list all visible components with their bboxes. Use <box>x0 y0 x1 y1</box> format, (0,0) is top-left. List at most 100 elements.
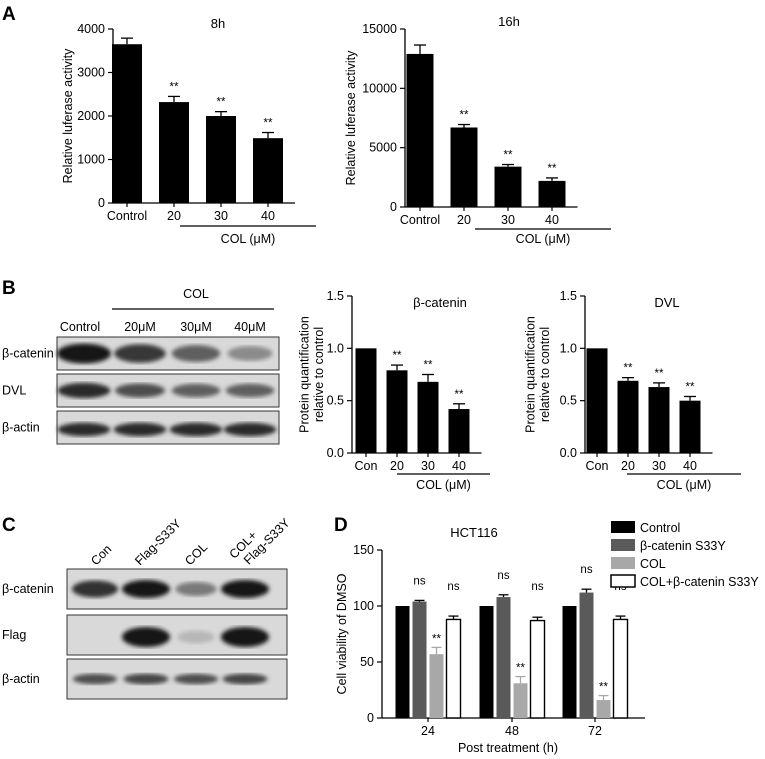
blot-band <box>57 422 111 437</box>
y-tick-label: 0.0 <box>560 446 577 460</box>
blot-band <box>71 580 119 598</box>
chart-b-dvl: 0.0 0.5 1.0 1.5 DVL Protein quantificationrel… <box>524 289 741 492</box>
y-tick-label: 3000 <box>77 66 105 80</box>
blot-row-label: β-actin <box>2 672 40 686</box>
y-tick-label: 1000 <box>77 153 105 167</box>
x-tick-label: 30 <box>421 459 435 473</box>
bar <box>429 654 444 718</box>
chart-title: 16h <box>498 14 520 29</box>
bar <box>617 380 639 453</box>
blot-band <box>225 383 275 398</box>
blot-band <box>122 580 170 598</box>
x-axis-label: COL (μM) <box>416 478 471 492</box>
bar <box>112 44 142 203</box>
bar <box>206 116 236 203</box>
significance-label: ns <box>497 570 509 582</box>
bar <box>386 370 408 453</box>
significance-label: ** <box>460 110 469 122</box>
lane-label: 30μM <box>180 320 212 334</box>
x-tick-label: 40 <box>261 209 275 223</box>
y-tick-label: 15000 <box>362 22 397 36</box>
blot-row-label: β-actin <box>2 421 40 435</box>
y-tick-label: 1.0 <box>327 341 344 355</box>
bar <box>412 601 427 718</box>
blot-band <box>223 422 277 437</box>
y-tick-label: 100 <box>353 599 374 613</box>
blot-band <box>171 345 221 362</box>
y-axis-label: Relative luferase activity <box>344 50 358 186</box>
y-tick-label: 5000 <box>369 141 397 155</box>
x-tick-label: 30 <box>652 459 666 473</box>
y-tick-label: 1.0 <box>560 341 577 355</box>
chart-b-beta-catenin: 0.0 0.5 1.0 1.5 β-catenin Protein quantificat… <box>298 289 490 492</box>
bar <box>395 606 410 718</box>
y-tick-label: 10000 <box>362 81 397 95</box>
y-tick-label: 50 <box>360 655 374 669</box>
significance-label: ** <box>393 350 402 362</box>
bar <box>648 387 670 453</box>
y-axis-label: Relative luferase activity <box>61 48 75 184</box>
legend-swatch <box>611 557 635 569</box>
y-tick-label: 0 <box>367 711 374 725</box>
blot-band <box>171 383 221 398</box>
significance-label: ns <box>447 581 459 593</box>
x-tick-label: 48 <box>505 724 519 738</box>
chart-title: DVL <box>654 295 679 310</box>
panel-label-d: D <box>334 515 348 536</box>
x-tick-label: 24 <box>421 724 435 738</box>
x-tick-label: Con <box>355 459 378 473</box>
blot-band <box>57 343 111 364</box>
col-header: COL <box>183 287 209 301</box>
bar <box>159 102 189 203</box>
lane-label: Con <box>88 542 114 568</box>
bar <box>448 409 470 453</box>
lane-label: COL <box>182 540 210 568</box>
blot-band <box>221 627 269 647</box>
bar <box>513 683 528 718</box>
blot-row-label: β-catenin <box>2 582 54 596</box>
x-tick-label: 30 <box>214 209 228 223</box>
blot-band <box>72 673 118 685</box>
blot-row-label: Flag <box>2 628 26 642</box>
legend-label: COL <box>640 557 666 571</box>
bar <box>612 618 629 719</box>
blot-band <box>175 581 217 597</box>
blot-band <box>114 344 166 363</box>
y-tick-label: 1.5 <box>560 289 577 303</box>
blot-band <box>115 383 165 398</box>
legend-label: Control <box>640 521 680 535</box>
bar <box>596 700 611 718</box>
western-blot-b: COL Control 20μM 30μM 40μM β-catenin DVL β-acti… <box>2 287 280 445</box>
chart-d-hct116: 0 50 100 150 HCT116 Cell viability of DMSO Pos… <box>335 521 759 755</box>
significance-label: ** <box>170 81 179 93</box>
bar <box>586 348 608 453</box>
significance-label: ** <box>264 118 273 130</box>
significance-label: ** <box>599 682 608 694</box>
panel-label-a: A <box>2 4 16 25</box>
legend-swatch <box>611 521 635 533</box>
blot-band <box>221 580 269 598</box>
lane-label: Control <box>60 320 100 334</box>
significance-label: ** <box>624 363 633 375</box>
significance-label: ** <box>455 389 464 401</box>
bar <box>494 166 522 207</box>
bar <box>445 618 462 719</box>
bar <box>579 592 594 718</box>
chart-a-8h: 0 1000 2000 3000 4000 8h Relative luferase act… <box>61 16 316 246</box>
y-tick-label: 0 <box>98 196 105 210</box>
x-tick-label: 20 <box>621 459 635 473</box>
blot-band <box>123 673 169 685</box>
y-tick-label: 0.5 <box>560 394 577 408</box>
y-tick-label: 2000 <box>77 109 105 123</box>
y-axis-label: Cell viability of DMSO <box>335 573 349 694</box>
y-tick-label: 0.0 <box>327 446 344 460</box>
lane-label: 40μM <box>234 320 266 334</box>
bar <box>479 606 494 718</box>
panel-label-b: B <box>2 278 16 299</box>
bar <box>529 619 546 719</box>
significance-label: ** <box>655 368 664 380</box>
blot-row-label: DVL <box>2 384 26 398</box>
y-tick-label: 0.5 <box>327 394 344 408</box>
